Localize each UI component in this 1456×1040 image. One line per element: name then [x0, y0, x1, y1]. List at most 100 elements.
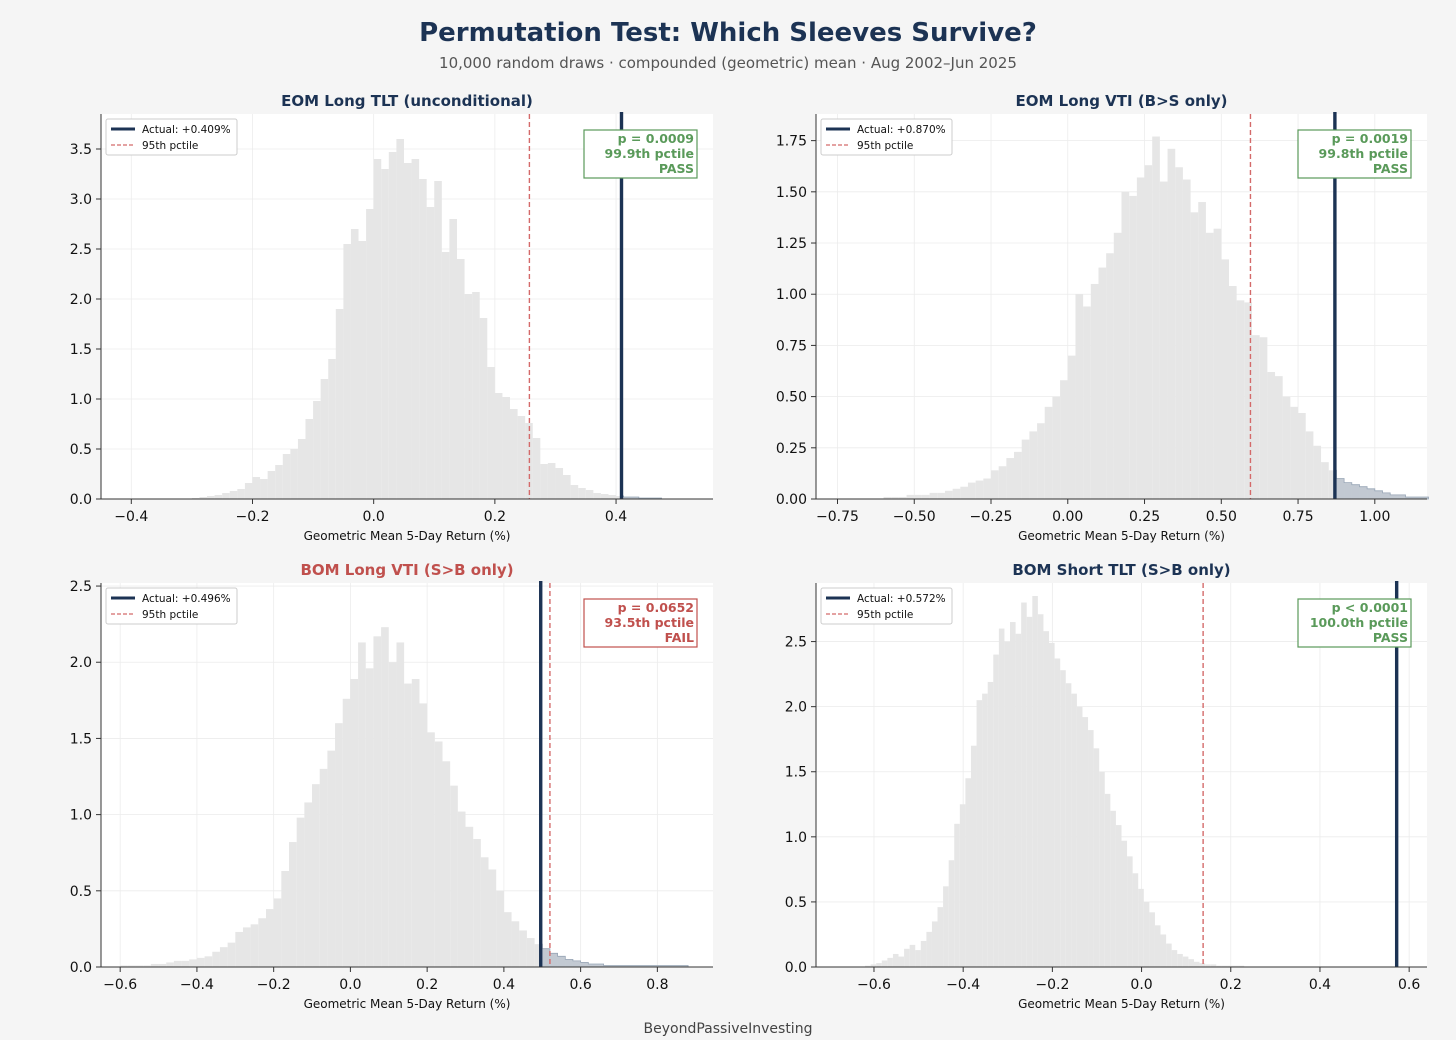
histogram-bar	[1006, 458, 1015, 499]
histogram-bar	[212, 951, 220, 967]
histogram-bar	[1290, 406, 1299, 499]
histogram-bar	[881, 960, 888, 967]
histogram-bar	[1015, 633, 1022, 967]
histogram-bar	[1113, 232, 1122, 499]
histogram-bar	[1037, 614, 1044, 967]
histogram-bar	[358, 241, 367, 499]
histogram-bar	[1166, 943, 1172, 967]
legend-box	[820, 587, 953, 625]
x-tick-label: −0.25	[970, 509, 1013, 525]
histogram-bar	[1198, 202, 1206, 499]
percentile-text: 99.8th pctile	[1319, 146, 1408, 161]
histogram-bar	[219, 947, 228, 967]
histogram-bar	[998, 466, 1007, 499]
histogram-bar	[305, 419, 314, 499]
histogram-bar	[487, 367, 495, 499]
histogram-bar	[281, 871, 290, 967]
histogram-bar	[304, 802, 313, 967]
y-tick-label: 2.5	[785, 635, 807, 651]
x-axis-label: Geometric Mean 5-Day Return (%)	[304, 997, 511, 1011]
histogram-bar	[1267, 372, 1276, 499]
histogram-bar	[898, 496, 907, 499]
histogram-bar	[1282, 396, 1291, 499]
histogram-bar	[404, 683, 412, 967]
histogram-bar	[275, 465, 283, 499]
x-axis-label: Geometric Mean 5-Day Return (%)	[304, 529, 511, 543]
y-tick-label: 2.5	[70, 242, 92, 258]
histogram-bar	[998, 628, 1005, 967]
x-tick-label: −0.4	[114, 509, 148, 525]
x-tick-label: 0.0	[1130, 977, 1152, 993]
histogram-bar	[319, 768, 328, 967]
legend-box	[105, 118, 238, 156]
legend: Actual: +0.409% 95th pctile	[105, 118, 238, 156]
histogram-bar	[1075, 294, 1084, 499]
y-tick-label: 0.75	[776, 338, 807, 354]
histogram-bar	[1313, 445, 1322, 499]
histogram-bar	[1065, 683, 1072, 967]
histogram-bar	[943, 886, 949, 967]
histogram-bar	[1213, 228, 1222, 499]
histogram-bar	[510, 409, 518, 499]
histogram-bar	[1221, 965, 1228, 967]
histogram-bar	[1238, 965, 1245, 967]
histogram-bar	[952, 488, 961, 499]
histogram-bar	[993, 654, 999, 967]
histogram-bar	[227, 942, 236, 967]
histogram-bar	[173, 960, 182, 967]
histogram-bar	[1259, 337, 1268, 499]
histogram-bar	[983, 478, 992, 499]
histogram-bar	[242, 927, 251, 967]
histogram-bar	[1136, 177, 1145, 499]
histogram-bar	[250, 924, 259, 967]
histogram-bar	[937, 907, 944, 967]
x-tick-label: −0.50	[893, 509, 936, 525]
legend-pctile-label: 95th pctile	[857, 609, 913, 621]
legend: Actual: +0.496% 95th pctile	[105, 587, 238, 625]
histogram-bar	[1305, 431, 1314, 499]
histogram-bar	[373, 636, 382, 967]
histogram-bar	[411, 159, 420, 499]
histogram-bar	[472, 292, 480, 499]
histogram-bar	[403, 163, 412, 499]
histogram-bar	[335, 723, 343, 967]
legend-pctile-label: 95th pctile	[142, 609, 198, 621]
histogram-bar	[937, 492, 945, 499]
histogram-bar	[265, 909, 274, 967]
histogram-bar	[1110, 810, 1116, 967]
histogram-bar	[1251, 335, 1260, 499]
histogram-bar	[1232, 965, 1239, 967]
y-tick-label: 1.0	[70, 808, 92, 824]
x-tick-label: −0.6	[857, 977, 891, 993]
y-tick-label: 0.0	[785, 960, 807, 976]
histogram-bar	[921, 494, 930, 499]
legend-pctile-label: 95th pctile	[857, 140, 913, 152]
histogram-bar	[494, 393, 503, 499]
histogram-bar	[366, 209, 374, 499]
histogram-bar	[982, 693, 988, 967]
histogram-bar	[1004, 641, 1011, 967]
result-text: PASS	[1373, 630, 1408, 645]
histogram-bar	[975, 480, 984, 499]
histogram-bar	[396, 139, 404, 499]
percentile-text: 100.0th pctile	[1310, 615, 1408, 630]
histogram-bar	[1071, 693, 1077, 967]
histogram-bar	[1098, 267, 1107, 499]
histogram-bar	[1067, 355, 1076, 499]
histogram-bar	[1129, 195, 1137, 499]
histogram-bar	[1190, 212, 1199, 500]
histogram-bar	[1159, 181, 1168, 500]
y-tick-label: 3.0	[70, 192, 92, 208]
y-tick-label: 0.5	[70, 884, 92, 900]
histogram-bar	[434, 741, 443, 967]
histogram-bar	[150, 963, 159, 967]
histogram-bar	[526, 938, 535, 967]
histogram-bar	[1106, 253, 1114, 499]
y-tick-label: 1.0	[785, 830, 807, 846]
histogram-bar	[891, 496, 899, 499]
histogram-bar	[1227, 965, 1233, 967]
stats-box-frame	[583, 129, 698, 179]
